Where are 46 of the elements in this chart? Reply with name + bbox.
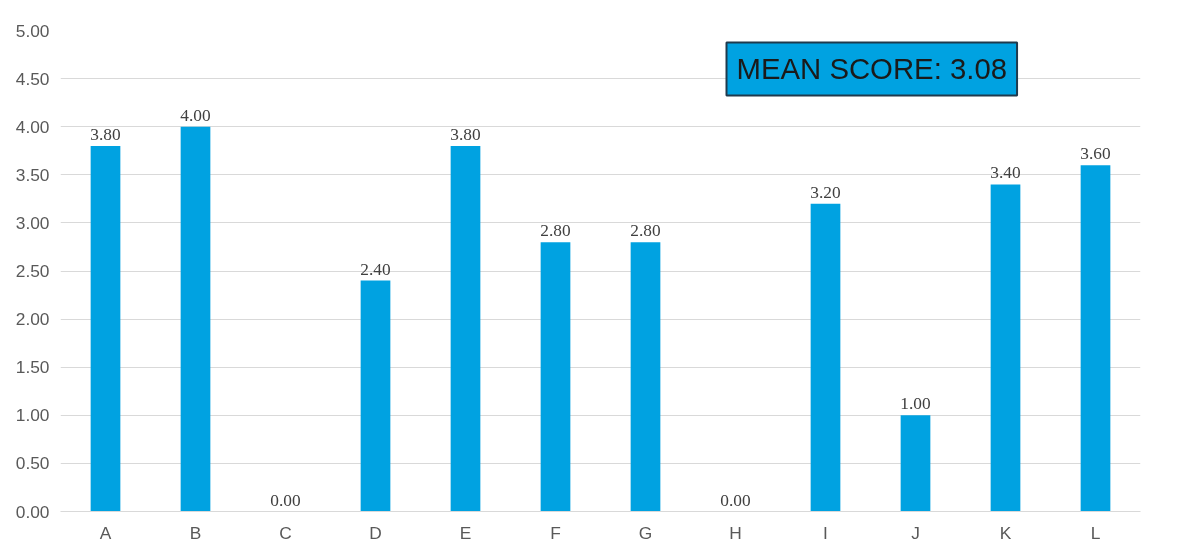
x-tick-label: F (550, 522, 561, 543)
bar (1080, 165, 1111, 512)
bar (900, 415, 931, 512)
bar (540, 242, 571, 512)
data-label: 3.40 (990, 163, 1021, 183)
y-tick-label: 1.50 (15, 357, 50, 378)
x-tick-label: K (999, 522, 1012, 543)
x-tick-label: I (823, 522, 828, 543)
y-tick-label: 0.00 (15, 501, 50, 522)
x-tick-label: E (459, 522, 472, 543)
x-tick-label: J (911, 522, 920, 543)
y-tick-label: 2.00 (15, 309, 50, 330)
y-tick-label: 3.00 (15, 212, 50, 233)
bar (360, 280, 391, 512)
y-tick-label: 5.00 (15, 20, 50, 41)
data-label: 2.40 (360, 259, 391, 279)
y-tick-label: 4.00 (15, 116, 50, 137)
data-label: 3.80 (90, 124, 121, 144)
y-tick-label: 4.50 (15, 68, 50, 89)
y-tick-label: 2.50 (15, 261, 50, 281)
x-tick-label: B (189, 522, 202, 543)
data-label: 3.80 (450, 124, 481, 144)
x-tick-label: A (99, 522, 112, 543)
bar (810, 203, 841, 512)
y-tick-label: 0.50 (15, 453, 50, 474)
y-tick-label: 3.50 (15, 164, 50, 185)
bar (450, 145, 481, 512)
bar (180, 126, 211, 512)
annotation: MEAN SCORE: 3.08 (736, 52, 1008, 86)
data-label: 3.20 (810, 182, 841, 202)
x-tick-label: G (638, 522, 653, 543)
data-label: 2.80 (540, 221, 571, 241)
x-tick-label: C (279, 522, 292, 543)
data-label: 0.00 (720, 490, 751, 510)
data-label: 3.60 (1080, 144, 1111, 164)
y-tick-label: 1.00 (15, 405, 50, 426)
data-label: 1.00 (900, 394, 931, 414)
bar (990, 184, 1021, 512)
data-label: 0.00 (270, 490, 301, 510)
x-tick-label: L (1090, 522, 1101, 543)
x-tick-label: D (369, 522, 382, 543)
bar (630, 242, 661, 512)
bar (90, 145, 121, 512)
x-tick-label: H (729, 522, 742, 543)
data-label: 2.80 (630, 221, 661, 241)
data-label: 4.00 (180, 105, 211, 125)
